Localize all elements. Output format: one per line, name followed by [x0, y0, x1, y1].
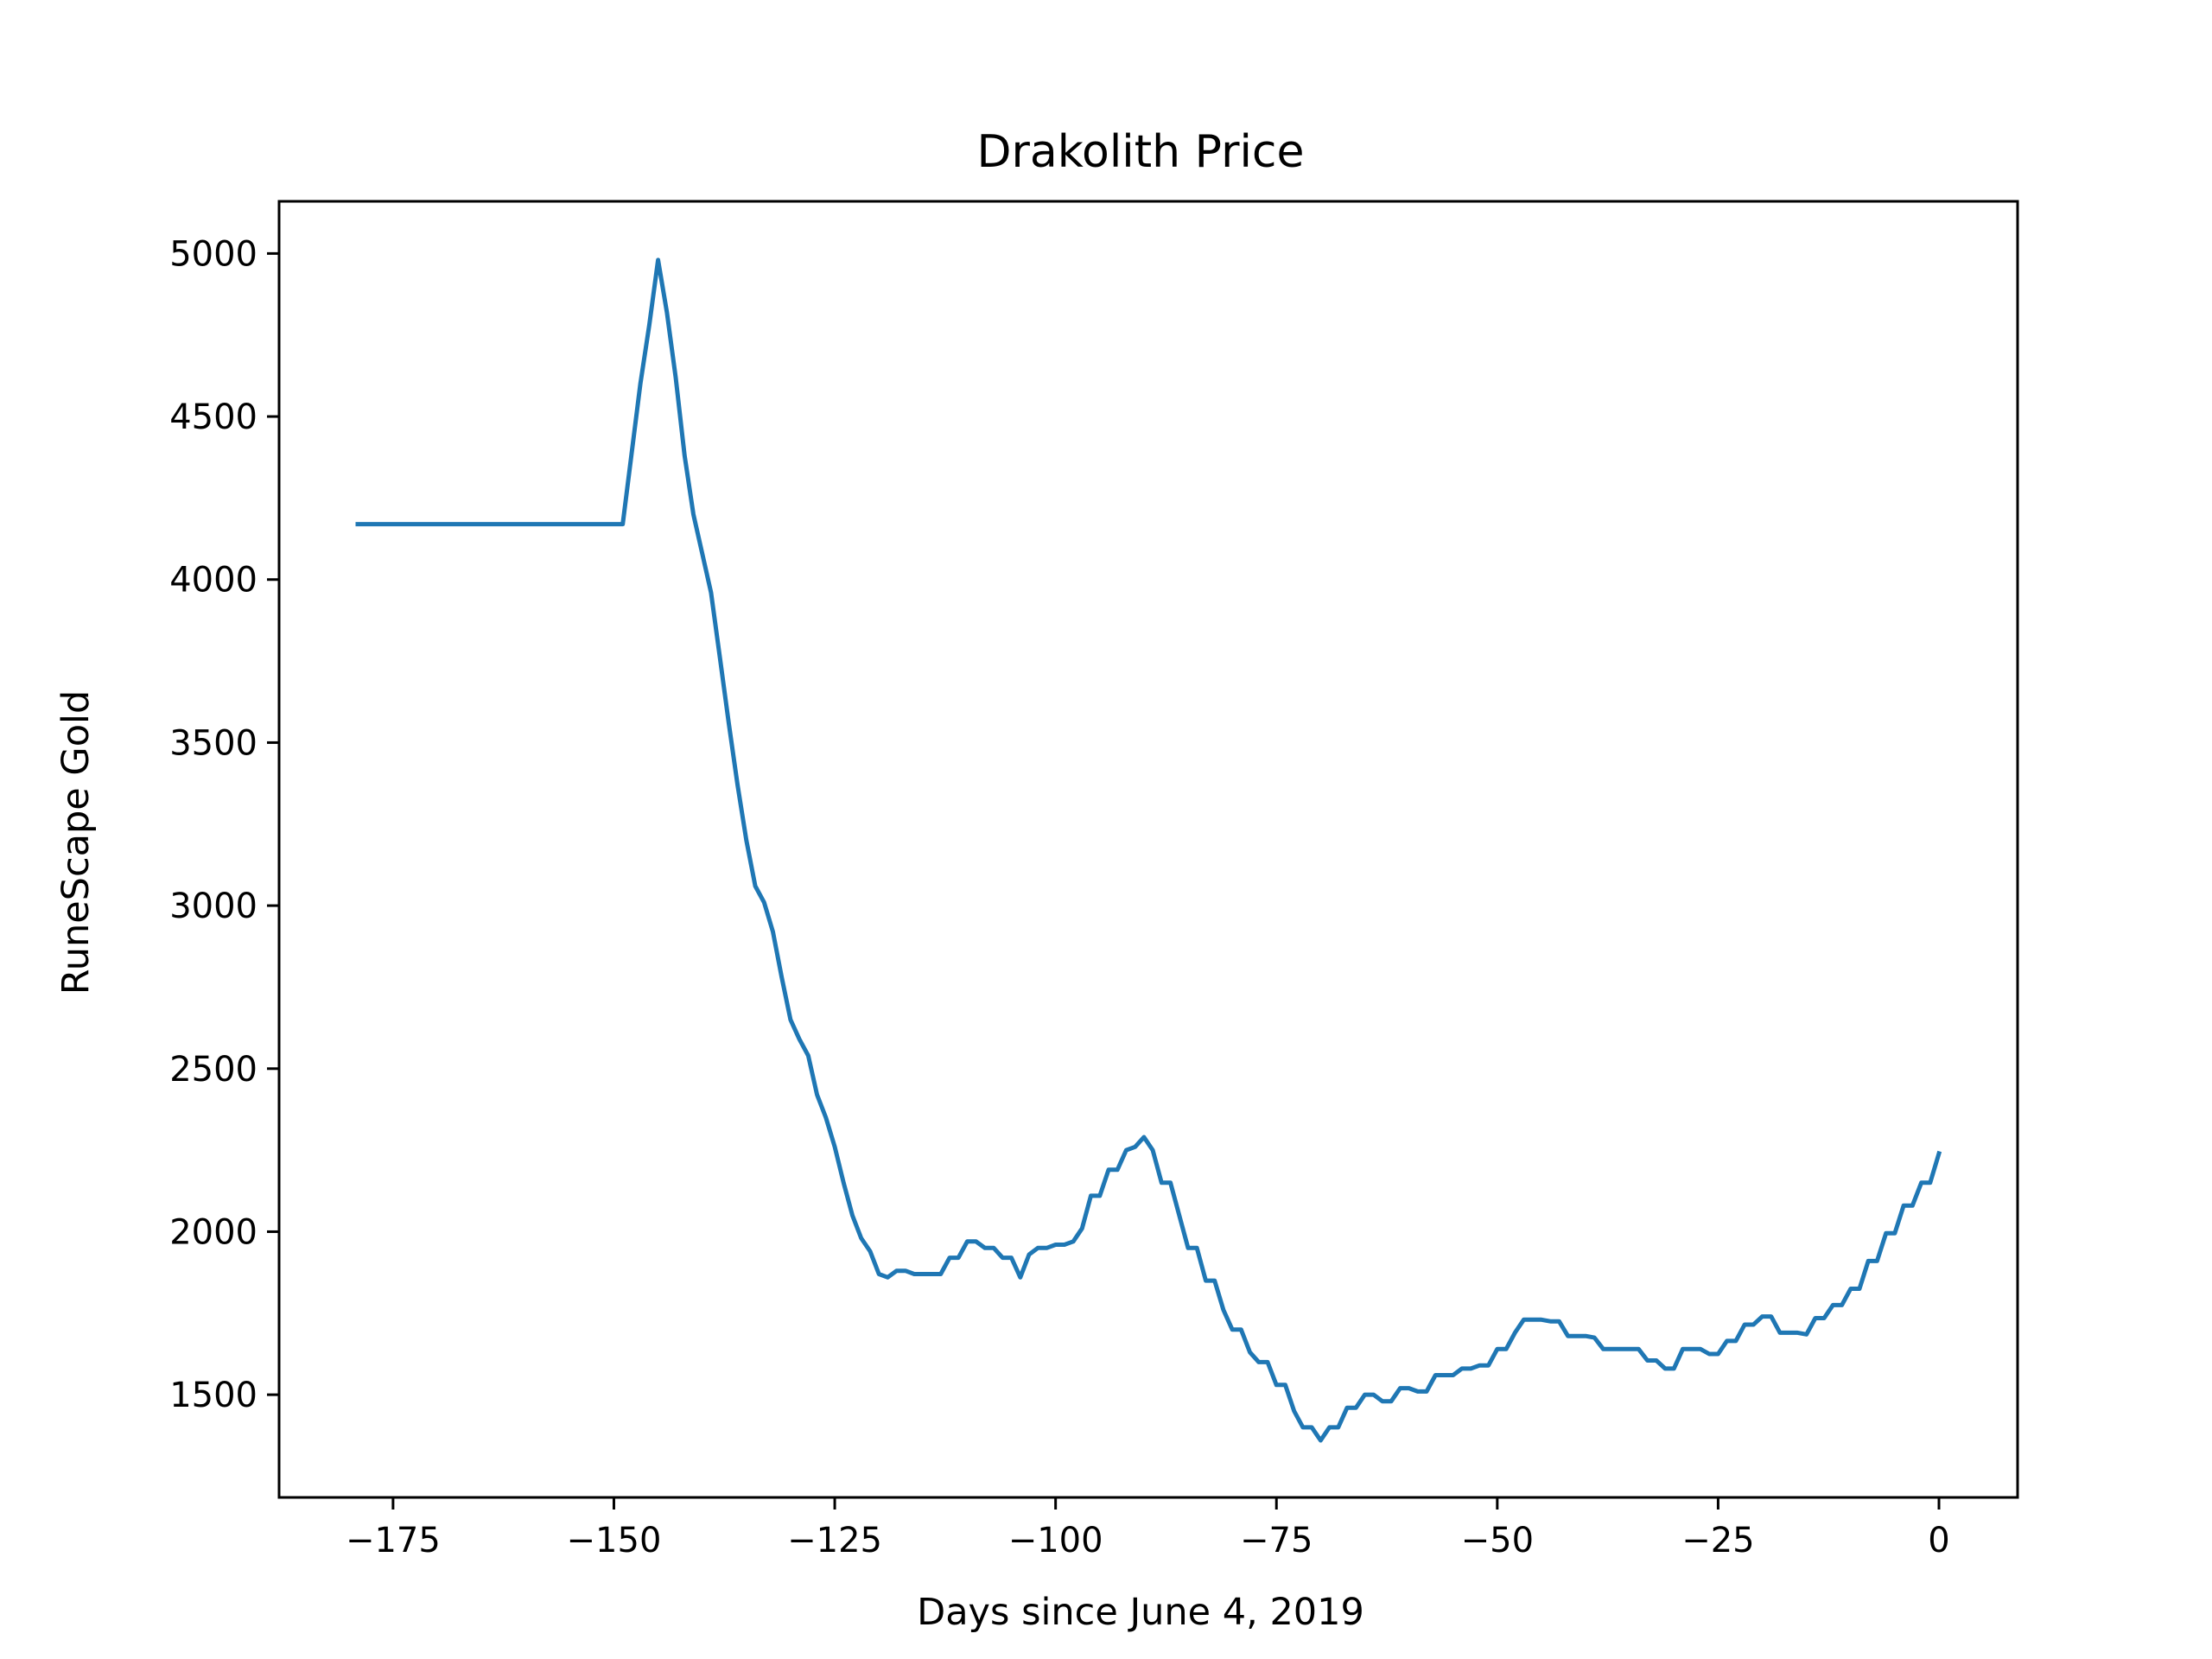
y-tick-label: 3500 — [169, 723, 257, 763]
x-tick-label: −25 — [1681, 1521, 1754, 1560]
x-tick-label: −75 — [1240, 1521, 1313, 1560]
y-axis: 1500 2000 2500 3000 3500 4000 4500 5000 — [169, 234, 279, 1415]
x-tick-label: −50 — [1461, 1521, 1534, 1560]
x-tick-label: −150 — [567, 1521, 662, 1560]
x-tick-label: −125 — [787, 1521, 882, 1560]
x-axis-label: Days since June 4, 2019 — [917, 1591, 1364, 1634]
y-tick-label: 3000 — [169, 887, 257, 926]
y-tick-label: 4500 — [169, 397, 257, 437]
y-tick-label: 5000 — [169, 234, 257, 274]
y-axis-label: RuneScape Gold — [54, 690, 98, 995]
y-tick-label: 1500 — [169, 1376, 257, 1415]
y-tick-label: 2500 — [169, 1050, 257, 1090]
x-axis: −175 −150 −125 −100 −75 −50 −25 0 — [346, 1497, 1950, 1560]
plot-frame — [277, 200, 2019, 1499]
chart-title: Drakolith Price — [977, 126, 1305, 178]
plot-area — [277, 200, 2019, 1499]
series-line-1 — [355, 257, 1942, 1443]
series-layer — [355, 257, 1942, 1443]
x-tick-label: −100 — [1008, 1521, 1103, 1560]
y-tick-label: 4000 — [169, 561, 257, 601]
x-tick-label: 0 — [1928, 1521, 1949, 1560]
x-tick-label: −175 — [346, 1521, 441, 1560]
y-tick-label: 2000 — [169, 1212, 257, 1252]
